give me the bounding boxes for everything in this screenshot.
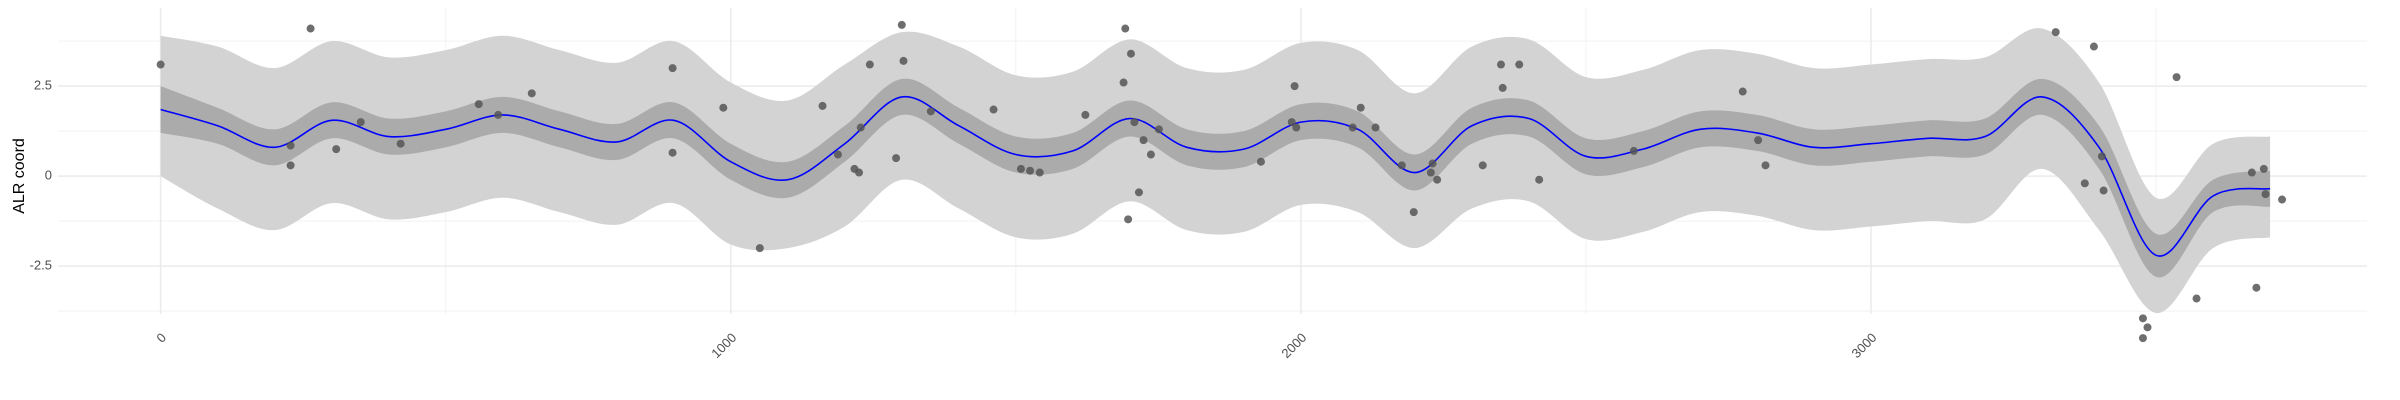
data-point [1121, 24, 1130, 33]
data-point [1478, 161, 1487, 170]
data-point [1146, 150, 1155, 159]
data-point [1426, 168, 1435, 177]
data-point [2247, 168, 2256, 177]
data-point [865, 60, 874, 69]
data-point [1256, 157, 1265, 166]
y-tick-label: -2.5 [30, 258, 52, 273]
data-point [1761, 161, 1770, 170]
y-tick-label: 2.5 [34, 78, 52, 93]
data-point [833, 150, 842, 159]
data-point [1130, 118, 1139, 127]
data-point [818, 101, 827, 110]
data-point [332, 145, 341, 154]
x-tick-label: 3000 [1848, 330, 1879, 361]
data-point [156, 60, 165, 69]
data-point [2080, 179, 2089, 188]
y-axis-title: ALR coord [11, 138, 28, 214]
data-point [2143, 323, 2152, 332]
data-point [892, 154, 901, 163]
data-point [1134, 188, 1143, 197]
data-point [897, 20, 906, 29]
data-point [1397, 161, 1406, 170]
data-point [899, 56, 908, 65]
trend-line [160, 96, 2271, 257]
data-point [1371, 123, 1380, 132]
data-point [926, 107, 935, 116]
data-point [1124, 215, 1133, 224]
data-point [2252, 283, 2261, 292]
data-point [2099, 186, 2108, 195]
x-tick-label: 1000 [708, 330, 739, 361]
data-point [2138, 334, 2147, 343]
data-point [2259, 164, 2268, 173]
data-point [2278, 195, 2287, 204]
data-point [1154, 125, 1163, 134]
data-point [1428, 159, 1437, 168]
data-point [1515, 60, 1524, 69]
data-point [1119, 78, 1128, 87]
data-point [1496, 60, 1505, 69]
data-point [1356, 103, 1365, 112]
data-point [474, 100, 483, 109]
data-point [527, 89, 536, 98]
data-point [719, 103, 728, 112]
data-point [1139, 136, 1148, 145]
data-point [356, 118, 365, 127]
data-point [1409, 208, 1418, 217]
data-point [1348, 123, 1357, 132]
data-point [1433, 175, 1442, 184]
data-point [1292, 123, 1301, 132]
data-point [755, 244, 764, 253]
data-point [989, 105, 998, 114]
data-point [2172, 73, 2181, 82]
data-point [1754, 136, 1763, 145]
data-point [1629, 146, 1638, 155]
data-point [2051, 28, 2060, 37]
data-point [2192, 294, 2201, 303]
y-tick-label: 0 [45, 168, 52, 183]
data-point [1535, 175, 1544, 184]
data-point [1016, 164, 1025, 173]
x-tick-label: 0 [153, 330, 169, 346]
data-point [1081, 110, 1090, 119]
data-point [856, 123, 865, 132]
data-point [2097, 152, 2106, 161]
data-point [1738, 87, 1747, 96]
data-point [1026, 166, 1035, 175]
data-point [2261, 190, 2270, 199]
data-point [1290, 82, 1299, 91]
data-point [855, 168, 864, 177]
data-point [306, 24, 315, 33]
data-point [396, 139, 405, 148]
data-point [668, 148, 677, 157]
data-point [1287, 118, 1296, 127]
data-point [286, 161, 295, 170]
data-point [668, 64, 677, 73]
data-point [494, 110, 503, 119]
data-point [1126, 49, 1135, 58]
data-point [1035, 168, 1044, 177]
data-point [1498, 83, 1507, 92]
confidence-band [160, 78, 2271, 278]
data-point [2089, 42, 2098, 51]
data-point [286, 141, 295, 150]
data-point [2138, 314, 2147, 323]
confidence-band [160, 28, 2271, 314]
x-tick-label: 2000 [1278, 330, 1309, 361]
